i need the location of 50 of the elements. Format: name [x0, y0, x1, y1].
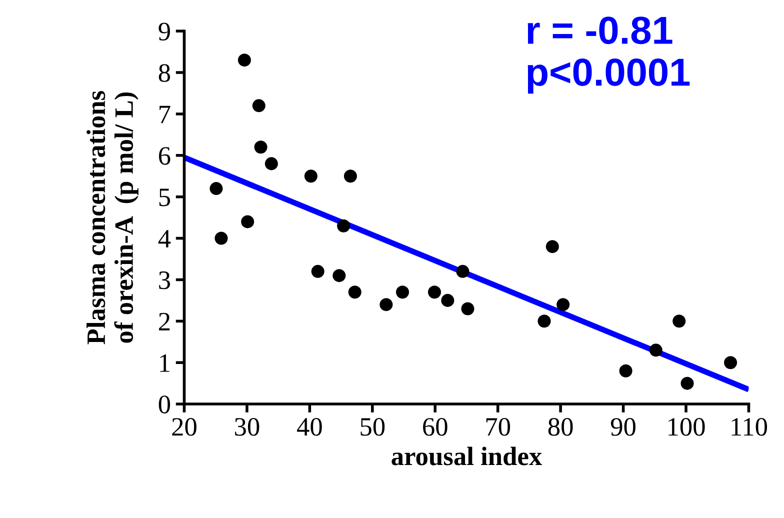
point: [344, 170, 357, 183]
y-tick-label: 1: [160, 354, 170, 372]
point: [241, 215, 254, 228]
point: [304, 170, 318, 183]
y-tick-label: 3: [159, 271, 170, 290]
y-tick-label: 2: [159, 312, 170, 330]
point: [238, 54, 251, 67]
point: [724, 356, 738, 370]
y-tick-label: 4: [158, 230, 171, 248]
y-tick-label: 9: [158, 22, 170, 40]
point: [441, 294, 454, 307]
point: [252, 99, 266, 112]
annotation: r = -0.81 p<0.0001: [528, 16, 690, 94]
point: [538, 314, 551, 328]
x-tick-label: 90: [610, 418, 636, 436]
x-tick-label: 20: [172, 418, 196, 436]
point: [254, 140, 268, 154]
point: [649, 344, 662, 357]
point: [619, 364, 632, 378]
x-tick-label: 110: [732, 418, 768, 436]
point: [672, 314, 686, 328]
point: [546, 240, 559, 254]
y-tick-label: 0: [158, 396, 170, 414]
x-tick-label: 30: [235, 418, 260, 436]
x-tick-label: 60: [423, 418, 448, 436]
y-axis-title: Plasma concentrations of orexin-A (p mol/ L): [86, 91, 138, 344]
y-tick-label: 6: [158, 147, 170, 165]
x-tick-label: 40: [297, 418, 322, 436]
y-tick-label: 7: [160, 106, 170, 124]
point: [428, 286, 441, 299]
point: [461, 302, 474, 316]
point: [680, 376, 694, 390]
point: [456, 264, 470, 278]
point: [332, 269, 346, 282]
point: [556, 298, 570, 312]
point: [311, 264, 324, 278]
y-tick-label: 8: [158, 64, 170, 82]
point: [396, 286, 410, 299]
x-tick-label: 80: [548, 418, 573, 436]
point: [380, 298, 393, 312]
point: [348, 286, 362, 299]
x-axis-title: arousal index: [392, 446, 542, 466]
x-tick-label: 70: [486, 418, 510, 436]
y-tick-label: 5: [159, 188, 170, 206]
point: [337, 219, 350, 232]
x-tick-label: 50: [360, 418, 385, 436]
point: [214, 232, 228, 245]
x-tick-label: 100: [668, 418, 705, 436]
point: [210, 182, 223, 196]
point: [264, 157, 278, 170]
